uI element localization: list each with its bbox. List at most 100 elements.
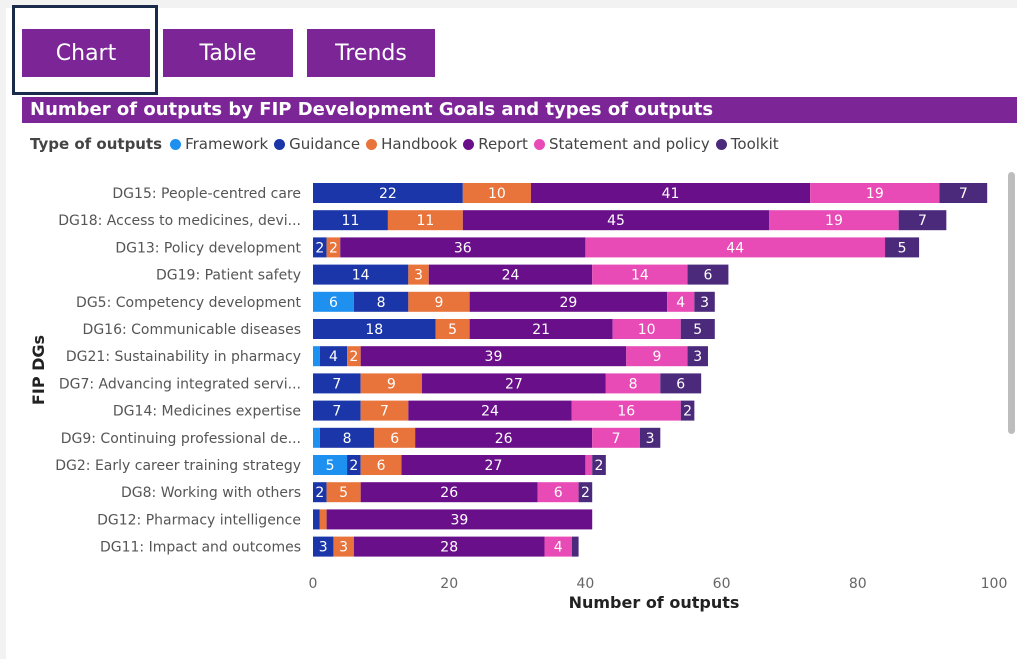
- bar-segment[interactable]: [353, 291, 409, 312]
- y-tick-label: DG11: Impact and outcomes: [100, 540, 301, 556]
- bar-segment[interactable]: [578, 482, 593, 503]
- tab-trends[interactable]: Trends: [307, 29, 435, 77]
- bar-segment[interactable]: [680, 400, 695, 421]
- legend-item-report[interactable]: Report: [463, 135, 528, 153]
- bar-segment[interactable]: [680, 319, 715, 339]
- bar-data-label: 9: [435, 295, 444, 311]
- bar-segment[interactable]: [462, 183, 531, 203]
- bar-segment[interactable]: [313, 291, 354, 312]
- bar-segment[interactable]: [639, 427, 661, 448]
- bar-segment[interactable]: [592, 264, 688, 285]
- bar-segment[interactable]: [387, 210, 463, 231]
- legend-swatch: [533, 138, 545, 150]
- bar-segment[interactable]: [585, 455, 593, 475]
- bar-segment[interactable]: [313, 237, 327, 258]
- bar-segment[interactable]: [401, 455, 586, 475]
- bar-segment[interactable]: [360, 346, 627, 367]
- vertical-scrollbar[interactable]: [1008, 172, 1015, 434]
- bar-segment[interactable]: [313, 373, 361, 394]
- y-tick-label: DG8: Working with others: [121, 485, 301, 501]
- bar-segment[interactable]: [421, 373, 606, 394]
- bar-segment[interactable]: [347, 455, 361, 475]
- bar-segment[interactable]: [592, 427, 640, 448]
- bar-segment[interactable]: [687, 264, 729, 285]
- legend-swatch: [170, 138, 182, 150]
- bar-segment[interactable]: [313, 427, 320, 448]
- bar-data-label: 6: [704, 268, 713, 284]
- bar-segment[interactable]: [571, 400, 681, 421]
- bar-segment[interactable]: [469, 291, 668, 312]
- bar-segment[interactable]: [415, 427, 593, 448]
- bar-segment[interactable]: [605, 373, 661, 394]
- bar-segment[interactable]: [592, 455, 606, 475]
- bar-segment[interactable]: [360, 482, 538, 503]
- bar-segment[interactable]: [319, 346, 348, 367]
- bar-segment[interactable]: [544, 536, 572, 557]
- bar-segment[interactable]: [313, 183, 463, 203]
- bar-segment[interactable]: [360, 455, 402, 475]
- bar-segment[interactable]: [408, 264, 429, 285]
- bar-segment[interactable]: [408, 400, 572, 421]
- bar-segment[interactable]: [810, 183, 940, 203]
- bar-segment[interactable]: [313, 455, 348, 475]
- x-tick-label: 40: [576, 576, 594, 592]
- bar-segment[interactable]: [360, 400, 409, 421]
- bar-segment[interactable]: [360, 373, 422, 394]
- bar-data-label: 39: [485, 349, 503, 365]
- bar-segment[interactable]: [885, 237, 920, 258]
- bar-segment[interactable]: [626, 346, 688, 367]
- bar-segment[interactable]: [313, 400, 361, 421]
- legend-item-guidance[interactable]: Guidance: [274, 135, 360, 153]
- bar-data-label: 8: [629, 376, 638, 392]
- y-tick-label: DG2: Early career training strategy: [55, 458, 301, 474]
- bar-segment[interactable]: [687, 346, 708, 367]
- bar-segment[interactable]: [319, 509, 327, 530]
- bar-segment[interactable]: [313, 346, 320, 367]
- bar-data-label: 11: [342, 213, 360, 229]
- bar-segment[interactable]: [530, 183, 811, 203]
- legend-item-statement-and-policy[interactable]: Statement and policy: [533, 135, 710, 153]
- bar-segment[interactable]: [435, 319, 470, 339]
- tab-chart[interactable]: Chart: [22, 29, 150, 77]
- bar-segment[interactable]: [340, 237, 586, 258]
- legend-item-toolkit[interactable]: Toolkit: [715, 135, 779, 153]
- bar-segment[interactable]: [612, 319, 681, 339]
- bar-segment[interactable]: [313, 264, 409, 285]
- bar-segment[interactable]: [347, 346, 361, 367]
- bar-segment[interactable]: [898, 210, 947, 231]
- bar-segment[interactable]: [769, 210, 899, 231]
- bar-data-label: 6: [676, 376, 685, 392]
- bar-segment[interactable]: [313, 536, 334, 557]
- bar-segment[interactable]: [571, 536, 579, 557]
- bar-segment[interactable]: [313, 210, 388, 231]
- bar-segment[interactable]: [353, 536, 545, 557]
- bar-segment[interactable]: [326, 509, 593, 530]
- bar-segment[interactable]: [585, 237, 886, 258]
- bar-segment[interactable]: [313, 482, 327, 503]
- bar-segment[interactable]: [462, 210, 770, 231]
- bar-segment[interactable]: [667, 291, 695, 312]
- bar-segment[interactable]: [333, 536, 354, 557]
- bar-segment[interactable]: [428, 264, 593, 285]
- bar-data-label: 7: [332, 404, 341, 420]
- bar-data-label: 2: [329, 240, 338, 256]
- bar-segment[interactable]: [319, 427, 375, 448]
- bar-segment[interactable]: [313, 319, 436, 339]
- bar-data-label: 28: [440, 540, 458, 556]
- bar-segment[interactable]: [660, 373, 702, 394]
- legend-item-framework[interactable]: Framework: [170, 135, 268, 153]
- bar-data-label: 2: [581, 485, 590, 501]
- bar-segment[interactable]: [939, 183, 988, 203]
- bar-segment[interactable]: [469, 319, 613, 339]
- legend-item-handbook[interactable]: Handbook: [366, 135, 457, 153]
- bar-data-label: 16: [617, 404, 635, 420]
- bar-segment[interactable]: [694, 291, 715, 312]
- bar-segment[interactable]: [326, 237, 341, 258]
- bar-segment[interactable]: [313, 509, 320, 530]
- bar-segment[interactable]: [374, 427, 416, 448]
- tab-table[interactable]: Table: [163, 29, 293, 77]
- bar-segment[interactable]: [537, 482, 579, 503]
- y-tick-label: DG19: Patient safety: [156, 268, 301, 284]
- bar-segment[interactable]: [408, 291, 470, 312]
- bar-segment[interactable]: [326, 482, 361, 503]
